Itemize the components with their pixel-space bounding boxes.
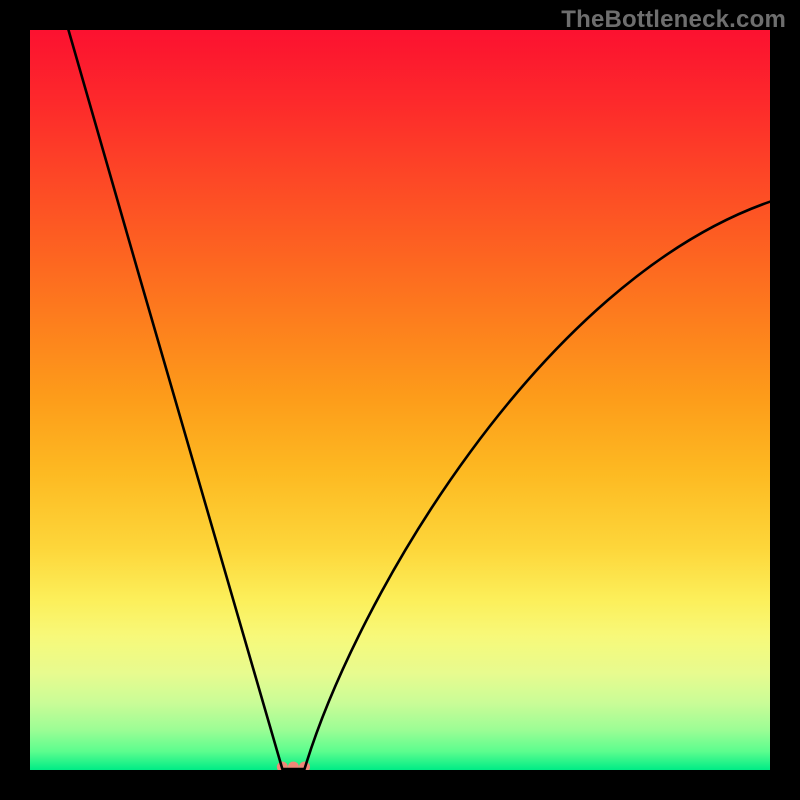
bottleneck-chart [0,0,800,800]
plot-background-gradient [30,30,770,770]
chart-container: TheBottleneck.com [0,0,800,800]
watermark-text: TheBottleneck.com [561,6,786,34]
